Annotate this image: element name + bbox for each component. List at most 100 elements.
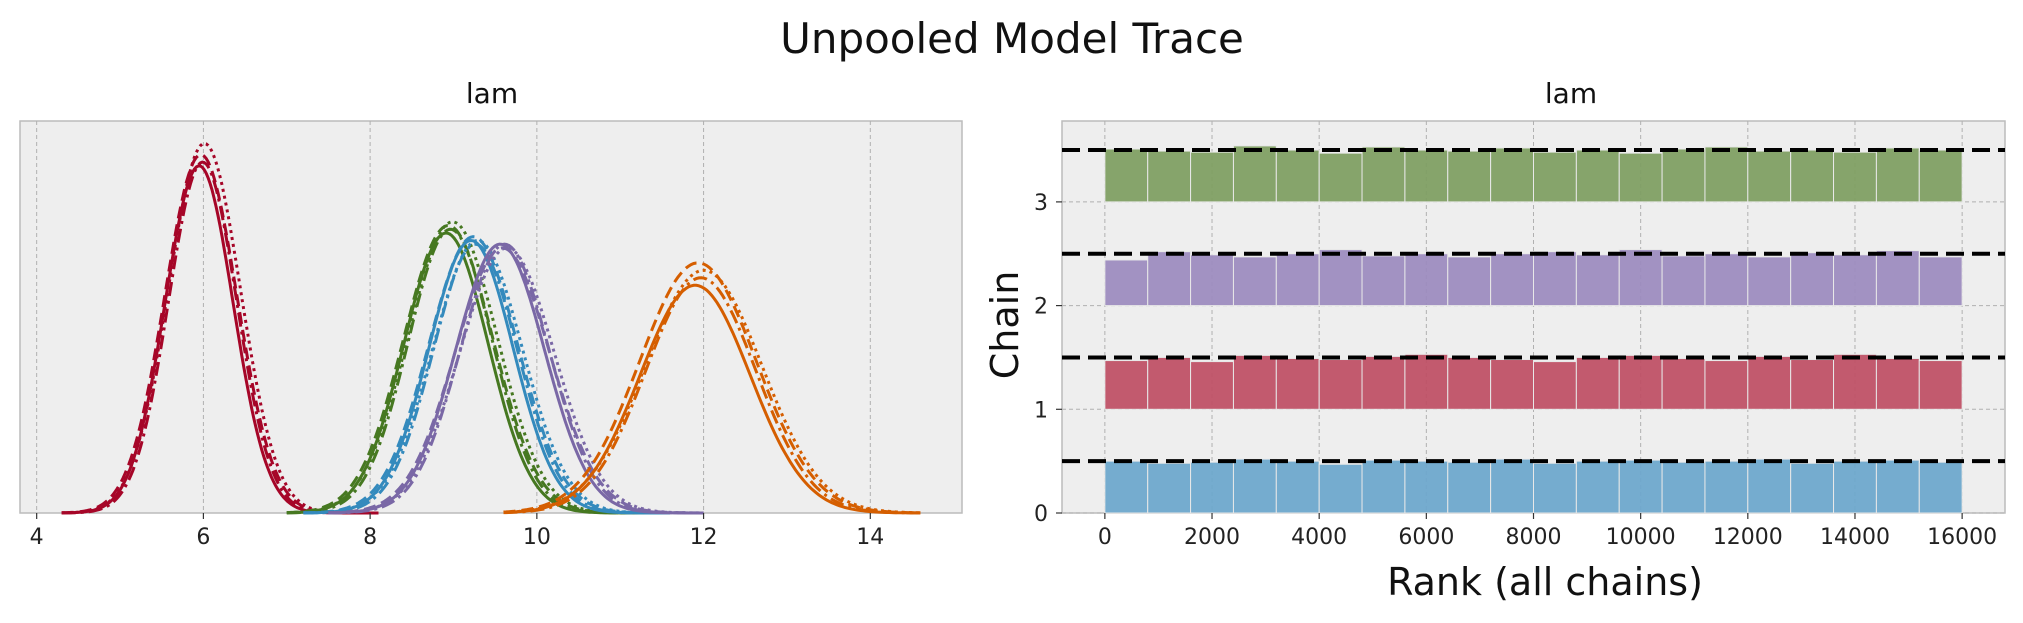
- kde-x-tick-label: 6: [196, 525, 210, 550]
- rank-bar: [1404, 149, 1449, 203]
- rank-bar: [1318, 152, 1363, 203]
- figure-title: Unpooled Model Trace: [780, 14, 1244, 63]
- rank-bar: [1533, 151, 1577, 203]
- kde-panel: lam 4 6 8 10 12 14: [19, 77, 963, 550]
- rank-bar: [1704, 146, 1749, 203]
- rank-bar: [1704, 253, 1749, 307]
- rank-bar: [1918, 461, 1963, 514]
- rank-bar: [1747, 355, 1792, 410]
- rank-bar: [1533, 251, 1577, 307]
- rank-chain-bars: [1104, 249, 1963, 307]
- rank-bar: [1918, 360, 1963, 410]
- rank-bar: [1104, 460, 1149, 514]
- rank-bar: [1361, 146, 1406, 203]
- rank-bar: [1190, 461, 1234, 514]
- rank-bar: [1104, 148, 1149, 203]
- rank-bar: [1790, 462, 1835, 514]
- rank-bar: [1490, 147, 1534, 203]
- rank-bar: [1361, 459, 1406, 514]
- kde-line: [328, 242, 704, 515]
- rank-bar: [1147, 356, 1192, 410]
- rank-bar: [1875, 459, 1920, 514]
- kde-x-tick-label: 14: [856, 525, 884, 550]
- rank-y-tick-label: 2: [1034, 295, 1048, 320]
- rank-bar: [1618, 152, 1663, 203]
- rank-bar: [1575, 254, 1620, 307]
- rank-x-tick-label: 16000: [1927, 525, 1997, 550]
- rank-bar: [1747, 458, 1792, 514]
- rank-x-tick-label: 12000: [1713, 525, 1783, 550]
- rank-bar: [1447, 461, 1492, 514]
- rank-bar: [1833, 460, 1877, 514]
- rank-bar: [1490, 458, 1534, 514]
- kde-series-group: [286, 220, 654, 515]
- kde-line: [61, 153, 379, 515]
- rank-x-tick-label: 2000: [1184, 525, 1240, 550]
- kde-line: [286, 224, 654, 515]
- rank-bar: [1447, 356, 1492, 410]
- rank-bar: [1275, 253, 1320, 307]
- rank-bar: [1361, 255, 1406, 307]
- rank-bar: [1147, 251, 1192, 307]
- rank-bar: [1704, 460, 1749, 514]
- rank-bar: [1918, 256, 1963, 307]
- rank-bar: [1232, 354, 1277, 410]
- kde-line: [303, 235, 671, 515]
- rank-subplot-title: lam: [1545, 77, 1597, 110]
- rank-bar: [1232, 256, 1277, 307]
- rank-bar: [1790, 149, 1835, 203]
- rank-chain-bars: [1104, 145, 1963, 203]
- rank-bar: [1618, 354, 1663, 410]
- rank-bar: [1275, 357, 1320, 410]
- rank-y-tick-label: 1: [1034, 398, 1048, 423]
- kde-line: [303, 242, 671, 515]
- kde-line: [61, 160, 379, 515]
- rank-bar: [1704, 360, 1749, 410]
- rank-bar: [1404, 460, 1449, 514]
- rank-bar: [1918, 149, 1963, 203]
- rank-x-tick-label: 4000: [1291, 525, 1347, 550]
- rank-bar: [1833, 254, 1877, 307]
- rank-bar: [1747, 256, 1792, 307]
- kde-plot-area: [19, 120, 963, 514]
- rank-bar: [1447, 256, 1492, 307]
- kde-series: [61, 141, 921, 515]
- kde-subplot-title: lam: [466, 77, 518, 110]
- kde-line: [503, 261, 921, 515]
- kde-x-tick-label: 12: [690, 525, 718, 550]
- rank-ticks: 0 2000 4000 6000 8000 10000 12000 14000 16000 0 1 2…: [1034, 191, 1997, 550]
- rank-bar: [1318, 463, 1363, 514]
- rank-bar: [1232, 145, 1277, 203]
- kde-line: [286, 227, 654, 515]
- rank-y-tick-label: 3: [1034, 191, 1048, 216]
- rank-bar: [1875, 357, 1920, 410]
- kde-line: [61, 141, 379, 515]
- rank-chain-bars: [1104, 353, 1963, 410]
- rank-bar: [1447, 150, 1492, 203]
- rank-bar: [1875, 147, 1920, 203]
- rank-bar: [1190, 254, 1234, 307]
- rank-bar: [1618, 459, 1663, 514]
- rank-bar: [1533, 361, 1577, 410]
- rank-x-tick-label: 6000: [1398, 525, 1454, 550]
- rank-reference-lines: [1062, 148, 2005, 464]
- rank-bar: [1490, 253, 1534, 307]
- rank-bar: [1790, 252, 1835, 307]
- rank-bar: [1661, 148, 1706, 203]
- rank-bar: [1318, 249, 1363, 307]
- kde-x-tick-label: 10: [523, 525, 551, 550]
- kde-line: [328, 246, 704, 515]
- rank-bar: [1104, 360, 1149, 410]
- rank-bar: [1833, 353, 1877, 410]
- rank-bar: [1147, 462, 1192, 514]
- rank-bar: [1533, 462, 1577, 514]
- rank-bar: [1661, 357, 1706, 410]
- rank-chain-bars: [1104, 458, 1963, 514]
- rank-bar: [1190, 151, 1234, 203]
- rank-y-axis-label: Chain: [983, 271, 1027, 380]
- kde-line: [286, 220, 654, 515]
- kde-x-ticks: 4 6 8 10 12 14: [30, 513, 884, 550]
- rank-x-tick-label: 8000: [1506, 525, 1562, 550]
- rank-bar: [1661, 461, 1706, 514]
